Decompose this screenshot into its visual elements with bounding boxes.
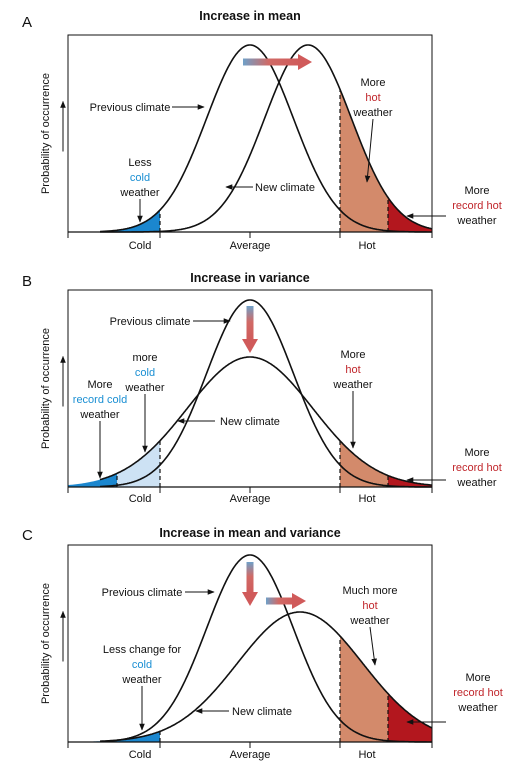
panel-title: Increase in mean	[199, 9, 300, 23]
tail-fill	[340, 636, 388, 742]
previous-climate-curve	[100, 299, 432, 488]
annotation: cold	[135, 367, 155, 379]
annotation: weather	[457, 702, 497, 714]
new-climate-curve	[100, 611, 433, 743]
panel: B Increase in variance Probability of occu…	[22, 271, 502, 505]
y-axis-label: Probability of occurrence	[40, 583, 52, 704]
new-climate-curve	[100, 44, 433, 233]
x-label: Average	[230, 749, 271, 761]
shift-arrowhead	[242, 592, 258, 606]
shift-arrow	[246, 306, 254, 341]
annotation: weather	[456, 477, 496, 489]
shift-arrow	[243, 58, 300, 66]
plot-frame	[67, 544, 433, 742]
shift-arrowhead	[298, 54, 312, 70]
annotation: Previous climate	[110, 316, 191, 328]
annotation: Previous climate	[102, 587, 183, 599]
annotation: Less change for	[103, 644, 182, 656]
annotation: record hot	[452, 200, 502, 212]
annotation: weather	[79, 409, 119, 421]
panel-letter: A	[22, 14, 32, 31]
annotation: weather	[121, 674, 161, 686]
annotation: cold	[132, 659, 152, 671]
annotation: More	[465, 672, 490, 684]
annotation: New climate	[255, 182, 315, 194]
pointer-arrow	[364, 118, 374, 183]
annotation: More	[464, 447, 489, 459]
panel-title: Increase in mean and variance	[159, 526, 340, 540]
x-label: Hot	[358, 240, 375, 252]
annotation: More	[340, 349, 365, 361]
annotation: weather	[349, 615, 389, 627]
tail-fill	[340, 89, 388, 232]
y-axis-label: Probability of occurrence	[40, 73, 52, 194]
annotation: hot	[345, 364, 360, 376]
annotation: More	[360, 77, 385, 89]
y-axis-label: Probability of occurrence	[40, 328, 52, 449]
annotation: More	[87, 379, 112, 391]
annotation: weather	[456, 215, 496, 227]
annotation: Previous climate	[90, 102, 171, 114]
plot-frame	[67, 34, 433, 232]
x-label: Cold	[129, 493, 152, 505]
pointer-arrow	[369, 626, 377, 666]
annotation: weather	[352, 107, 392, 119]
shift-arrowhead	[292, 593, 306, 609]
annotation: hot	[365, 92, 380, 104]
annotation: New climate	[220, 416, 280, 428]
shift-arrow	[266, 597, 294, 605]
annotation: hot	[362, 600, 377, 612]
annotation: New climate	[232, 706, 292, 718]
shift-arrow	[246, 562, 254, 594]
panel: A Increase in mean Probability of occurren…	[22, 9, 502, 252]
annotation: record cold	[73, 394, 127, 406]
annotation: weather	[124, 382, 164, 394]
annotation: record hot	[452, 462, 502, 474]
x-label: Cold	[129, 240, 152, 252]
annotation: record hot	[453, 687, 503, 699]
tail-fill	[68, 473, 117, 487]
tail-fill	[68, 731, 160, 742]
annotation: Much more	[342, 585, 397, 597]
x-label: Hot	[358, 493, 375, 505]
x-label: Hot	[358, 749, 375, 761]
x-label: Cold	[129, 749, 152, 761]
tail-fill	[388, 197, 432, 232]
x-label: Average	[230, 493, 271, 505]
annotation: More	[464, 185, 489, 197]
panel-letter: C	[22, 527, 33, 544]
annotation: Less	[128, 157, 152, 169]
panel-letter: B	[22, 273, 32, 290]
shift-arrowhead	[242, 339, 258, 353]
previous-climate-curve	[100, 554, 432, 743]
previous-climate-curve	[100, 44, 432, 233]
x-label: Average	[230, 240, 271, 252]
plot-frame	[67, 289, 433, 487]
panel-title: Increase in variance	[190, 271, 310, 285]
tail-fill	[68, 210, 160, 232]
panel: C Increase in mean and variance Probabilit…	[22, 526, 503, 761]
annotation: more	[132, 352, 157, 364]
new-climate-curve	[99, 356, 433, 486]
annotation: cold	[130, 172, 150, 184]
annotation: weather	[332, 379, 372, 391]
annotation: weather	[119, 187, 159, 199]
